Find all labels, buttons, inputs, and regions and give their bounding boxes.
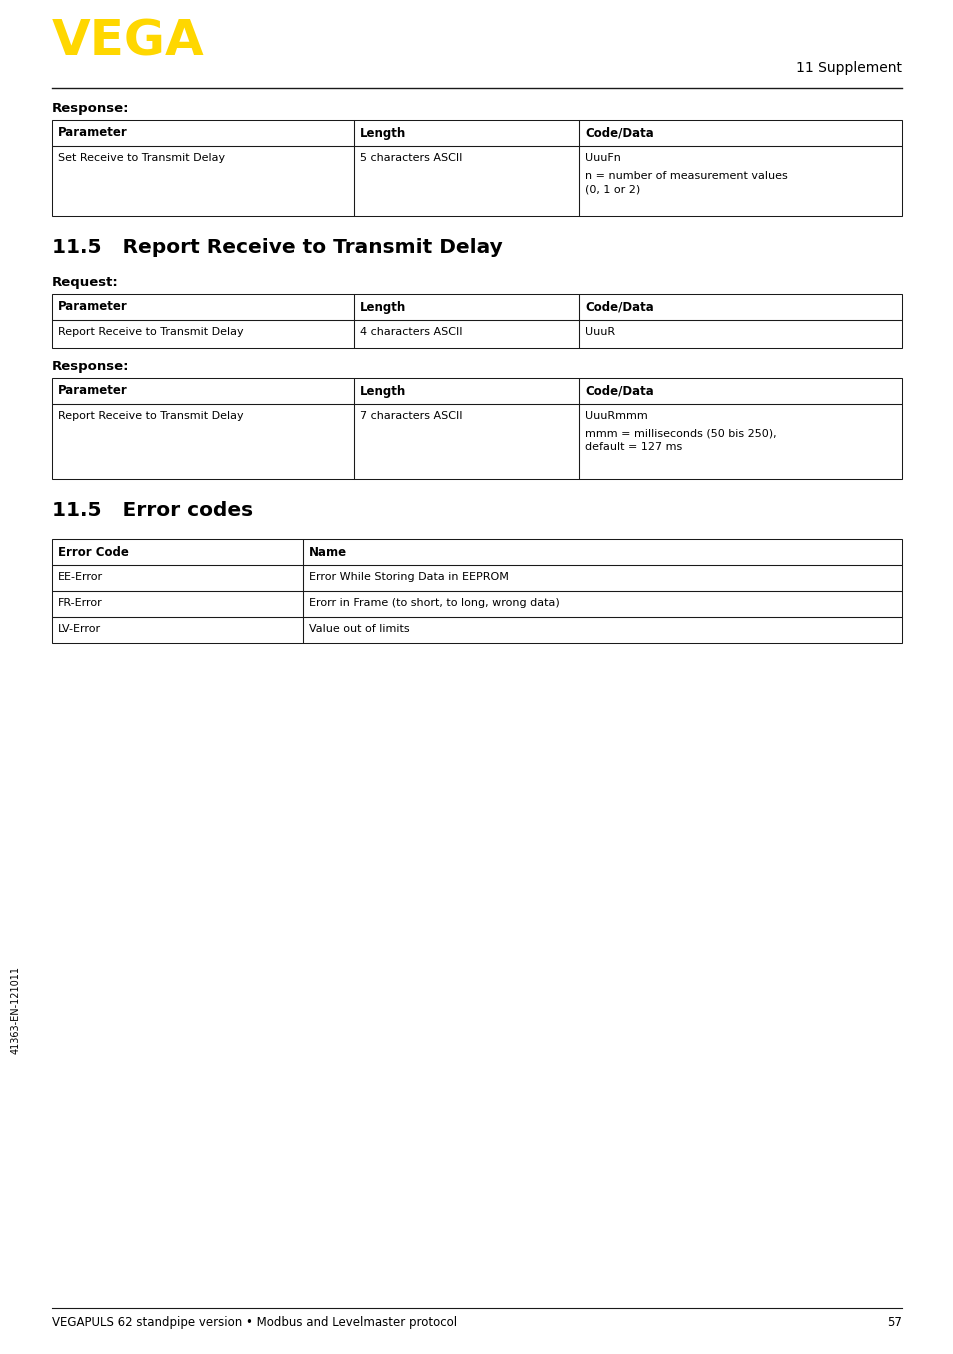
Text: Error Code: Error Code <box>58 546 129 558</box>
Text: Response:: Response: <box>52 102 130 115</box>
Text: Parameter: Parameter <box>58 385 128 398</box>
Text: FR-Error: FR-Error <box>58 598 103 608</box>
Text: Code/Data: Code/Data <box>584 385 653 398</box>
Text: UuuRmmm: UuuRmmm <box>584 412 647 421</box>
Text: Parameter: Parameter <box>58 301 128 314</box>
Bar <box>354 403 578 479</box>
Bar <box>354 121 578 146</box>
Text: 11.5   Error codes: 11.5 Error codes <box>52 501 253 520</box>
Bar <box>578 146 901 217</box>
Text: Code/Data: Code/Data <box>584 301 653 314</box>
Text: Length: Length <box>359 126 406 139</box>
Text: default = 127 ms: default = 127 ms <box>584 441 681 452</box>
Text: Parameter: Parameter <box>58 126 128 139</box>
Bar <box>354 294 578 320</box>
Text: 11.5   Report Receive to Transmit Delay: 11.5 Report Receive to Transmit Delay <box>52 238 502 257</box>
Bar <box>52 617 302 643</box>
Bar <box>302 590 901 617</box>
Bar <box>52 320 354 348</box>
Text: 7 characters ASCII: 7 characters ASCII <box>359 412 462 421</box>
Text: Response:: Response: <box>52 360 130 372</box>
Text: Length: Length <box>359 385 406 398</box>
Text: Length: Length <box>359 301 406 314</box>
Bar <box>302 565 901 590</box>
Text: UuuR: UuuR <box>584 328 615 337</box>
Text: n = number of measurement values: n = number of measurement values <box>584 171 787 181</box>
Bar <box>354 320 578 348</box>
Text: 5 characters ASCII: 5 characters ASCII <box>359 153 461 162</box>
Text: Name: Name <box>309 546 347 558</box>
Text: UuuFn: UuuFn <box>584 153 620 162</box>
Text: 4 characters ASCII: 4 characters ASCII <box>359 328 462 337</box>
Text: Report Receive to Transmit Delay: Report Receive to Transmit Delay <box>58 412 243 421</box>
Bar <box>578 294 901 320</box>
Text: Erorr in Frame (to short, to long, wrong data): Erorr in Frame (to short, to long, wrong… <box>309 598 558 608</box>
Bar <box>52 294 354 320</box>
Bar <box>52 539 302 565</box>
Bar <box>52 378 354 403</box>
Text: (0, 1 or 2): (0, 1 or 2) <box>584 184 639 194</box>
Text: VEGAPULS 62 standpipe version • Modbus and Levelmaster protocol: VEGAPULS 62 standpipe version • Modbus a… <box>52 1316 456 1330</box>
Bar <box>52 403 354 479</box>
Text: Code/Data: Code/Data <box>584 126 653 139</box>
Text: 57: 57 <box>886 1316 901 1330</box>
Text: LV-Error: LV-Error <box>58 624 101 634</box>
Bar <box>52 590 302 617</box>
Text: 41363-EN-121011: 41363-EN-121011 <box>11 965 21 1053</box>
Text: 11 Supplement: 11 Supplement <box>795 61 901 74</box>
Bar <box>578 378 901 403</box>
Bar <box>578 320 901 348</box>
Text: Set Receive to Transmit Delay: Set Receive to Transmit Delay <box>58 153 225 162</box>
Bar <box>52 146 354 217</box>
Bar <box>52 121 354 146</box>
Text: mmm = milliseconds (50 bis 250),: mmm = milliseconds (50 bis 250), <box>584 429 776 439</box>
Bar <box>302 617 901 643</box>
Bar <box>354 378 578 403</box>
Bar <box>302 539 901 565</box>
Bar <box>52 565 302 590</box>
Text: Report Receive to Transmit Delay: Report Receive to Transmit Delay <box>58 328 243 337</box>
Bar <box>578 121 901 146</box>
Text: EE-Error: EE-Error <box>58 571 103 582</box>
Bar <box>354 146 578 217</box>
Text: VEGA: VEGA <box>52 18 205 66</box>
Text: Request:: Request: <box>52 276 118 288</box>
Bar <box>578 403 901 479</box>
Text: Error While Storing Data in EEPROM: Error While Storing Data in EEPROM <box>309 571 508 582</box>
Text: Value out of limits: Value out of limits <box>309 624 409 634</box>
